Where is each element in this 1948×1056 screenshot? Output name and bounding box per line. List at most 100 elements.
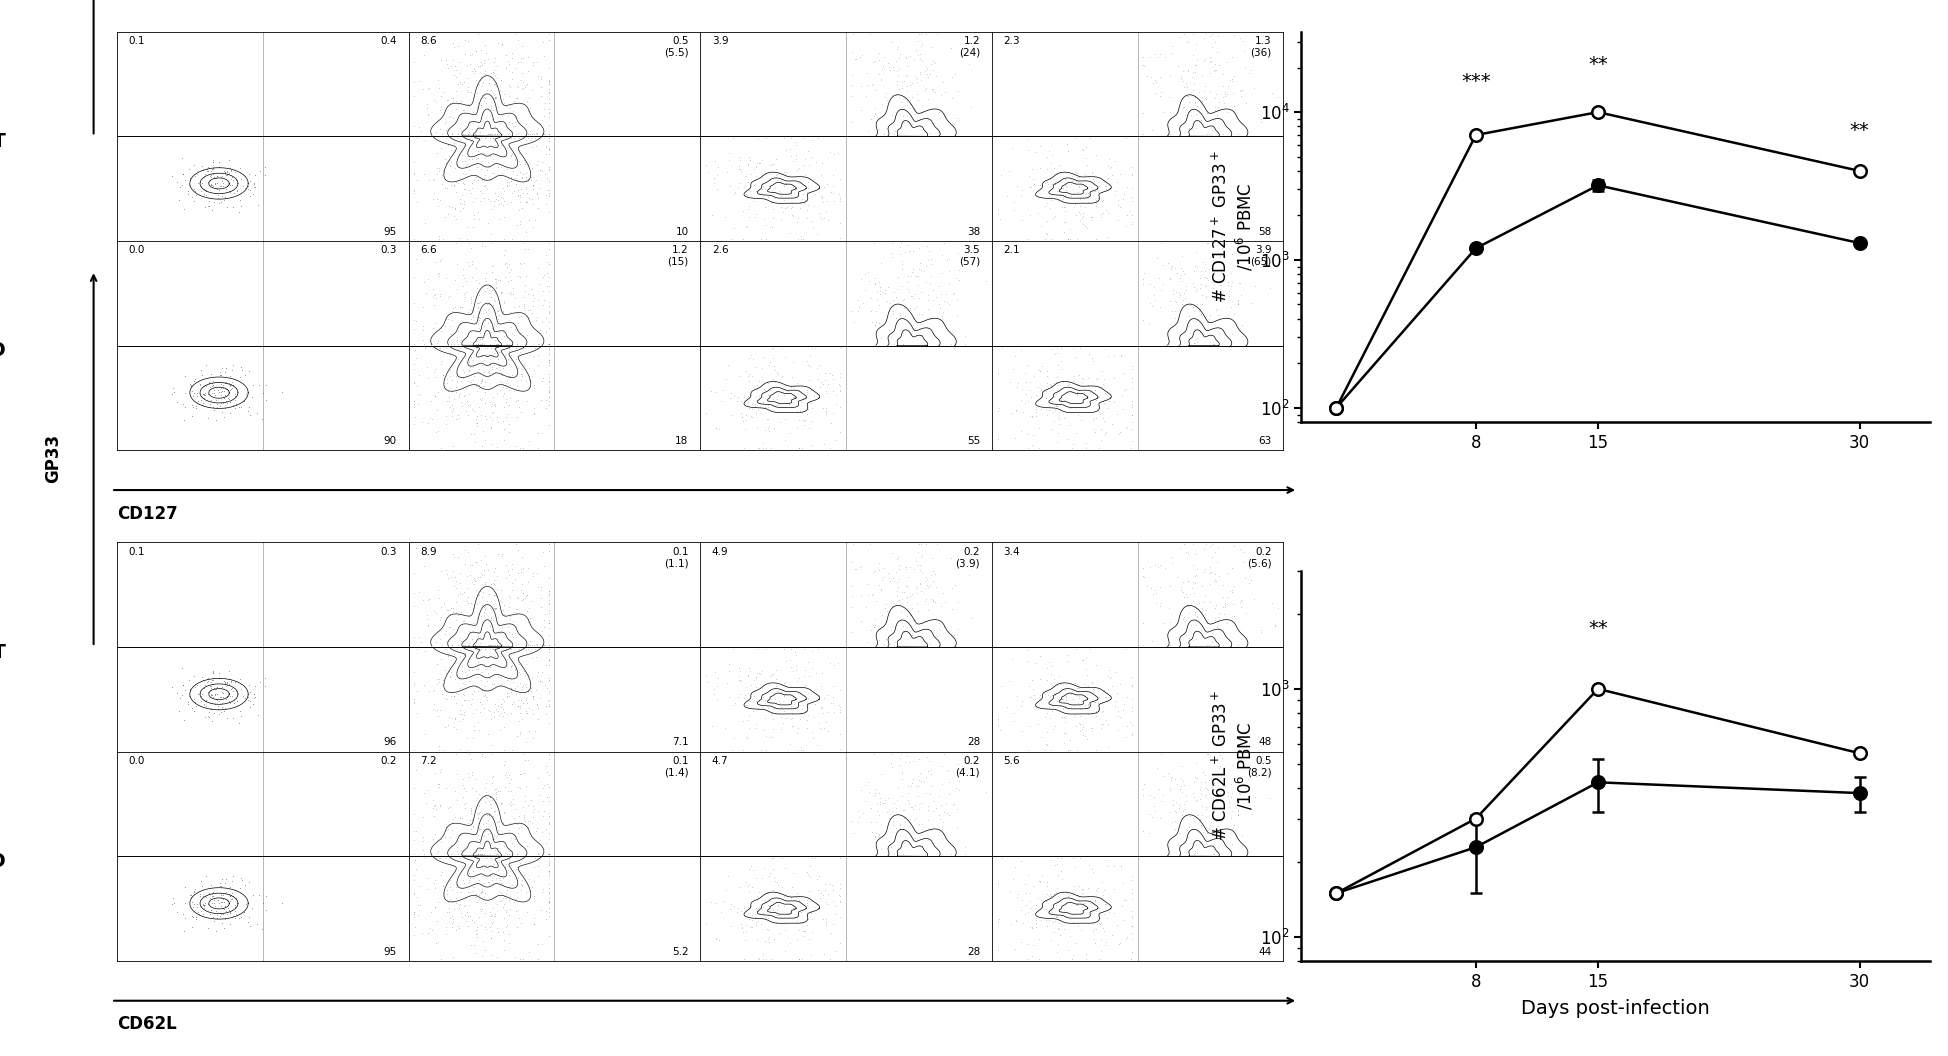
Point (206, 683, 238, 700)
Point (777, 900, 808, 917)
Point (187, 390, 218, 407)
Point (501, 618, 532, 635)
Point (756, 156, 787, 173)
Point (454, 361, 485, 378)
Point (444, 809, 475, 826)
Point (1040, 397, 1071, 414)
Point (512, 49, 543, 65)
Point (208, 409, 240, 426)
Point (407, 558, 438, 574)
Point (487, 37, 518, 54)
Point (473, 670, 505, 686)
Point (849, 793, 880, 810)
Point (927, 818, 958, 835)
Point (168, 677, 199, 694)
Point (214, 393, 245, 410)
Point (822, 376, 853, 393)
Point (912, 65, 943, 82)
Point (1075, 675, 1106, 692)
Point (1202, 817, 1233, 834)
Point (495, 814, 526, 831)
Point (935, 39, 966, 56)
Point (481, 920, 512, 937)
Point (1001, 375, 1032, 392)
Point (432, 709, 464, 725)
Text: 4.7: 4.7 (711, 756, 729, 766)
Point (1186, 824, 1218, 841)
Point (1167, 25, 1198, 42)
Point (179, 192, 210, 209)
Point (699, 930, 730, 947)
Point (756, 339, 787, 356)
Point (1204, 793, 1235, 810)
Point (1194, 53, 1225, 70)
Point (532, 637, 563, 654)
Point (454, 750, 485, 767)
Point (444, 203, 475, 220)
Point (1081, 146, 1112, 163)
Point (729, 439, 760, 456)
Point (982, 206, 1013, 223)
Point (189, 377, 220, 394)
Point (695, 207, 727, 224)
Point (865, 789, 896, 806)
Point (505, 71, 536, 88)
Point (468, 603, 499, 620)
Point (532, 656, 563, 673)
Point (489, 779, 520, 796)
Point (789, 412, 820, 429)
Point (1048, 724, 1079, 741)
Point (912, 68, 943, 84)
Point (1163, 825, 1194, 842)
Point (1005, 693, 1036, 710)
Point (1034, 741, 1066, 758)
Point (444, 920, 475, 937)
Text: 0.1: 0.1 (129, 36, 144, 45)
Point (448, 703, 479, 720)
Point (806, 910, 838, 927)
Point (469, 548, 501, 565)
Point (185, 903, 216, 920)
Point (510, 277, 542, 294)
Point (742, 439, 773, 456)
Point (910, 769, 941, 786)
Point (1206, 89, 1237, 106)
Point (479, 67, 510, 83)
Point (518, 289, 549, 306)
Point (865, 793, 896, 810)
Point (514, 122, 545, 139)
Point (1128, 126, 1159, 143)
Point (469, 90, 501, 107)
Point (446, 121, 477, 138)
Point (1208, 637, 1239, 654)
Point (417, 874, 448, 891)
Point (869, 119, 900, 136)
Point (214, 902, 245, 919)
Point (462, 846, 493, 863)
Point (1105, 857, 1136, 874)
Point (740, 670, 771, 686)
Point (522, 711, 553, 728)
Point (1046, 699, 1077, 716)
Point (249, 167, 281, 184)
Point (407, 80, 438, 97)
Point (1159, 283, 1190, 300)
Point (458, 372, 489, 389)
Point (434, 153, 466, 170)
Text: WT: WT (0, 132, 6, 151)
Point (982, 711, 1013, 728)
Point (1179, 574, 1210, 591)
Point (481, 335, 512, 352)
Point (1179, 35, 1210, 52)
Point (532, 335, 563, 352)
Point (423, 738, 454, 755)
Point (522, 846, 553, 863)
Point (495, 829, 526, 846)
Point (875, 328, 906, 345)
Point (801, 664, 832, 681)
Point (1079, 921, 1110, 938)
Point (446, 663, 477, 680)
Point (1064, 366, 1095, 383)
Point (520, 648, 551, 665)
Point (419, 369, 450, 385)
